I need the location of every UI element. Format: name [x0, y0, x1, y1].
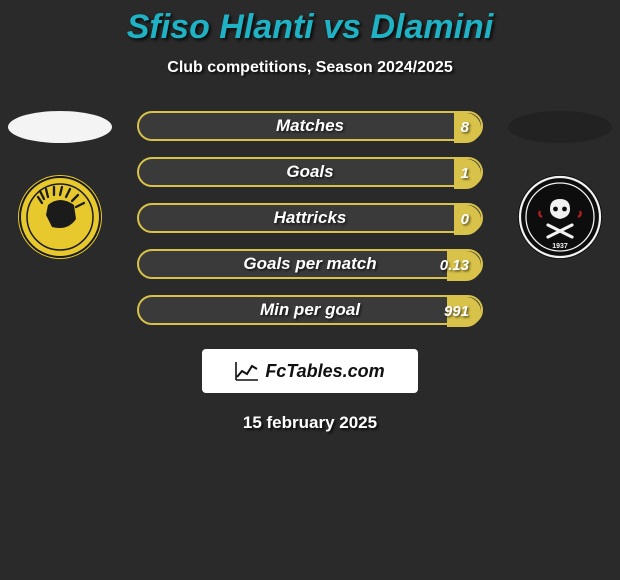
bar-value-right: 991 [444, 297, 469, 327]
brand-text: FcTables.com [265, 361, 384, 382]
left-player-column [0, 107, 120, 259]
kaizer-chiefs-icon [18, 175, 102, 259]
subtitle: Club competitions, Season 2024/2025 [0, 59, 620, 77]
left-club-crest [18, 175, 102, 259]
comparison-infographic: Sfiso Hlanti vs Dlamini Club competition… [0, 0, 620, 580]
brand-badge: FcTables.com [202, 349, 418, 393]
date-line: 15 february 2025 [0, 413, 620, 433]
right-club-crest: 1937 [518, 175, 602, 259]
right-player-column: 1937 [500, 107, 620, 259]
stat-bar: 991 Min per goal [137, 295, 483, 325]
left-player-photo [8, 111, 112, 143]
content-region: 1937 8 Matches 1 Goals 0 Hattricks 0.13 Goals p… [0, 107, 620, 325]
bar-label: Matches [276, 116, 344, 136]
stat-bar: 8 Matches [137, 111, 483, 141]
stats-bars: 8 Matches 1 Goals 0 Hattricks 0.13 Goals per ma… [137, 107, 483, 325]
orlando-pirates-icon: 1937 [518, 175, 602, 259]
bar-value-right: 0.13 [440, 251, 469, 281]
bar-label: Goals [286, 162, 333, 182]
right-player-photo [508, 111, 612, 143]
chart-line-icon [235, 361, 259, 381]
stat-bar: 0.13 Goals per match [137, 249, 483, 279]
bar-label: Goals per match [243, 254, 376, 274]
svg-text:1937: 1937 [552, 243, 568, 250]
stat-bar: 1 Goals [137, 157, 483, 187]
bar-value-right: 1 [461, 159, 469, 189]
bar-label: Hattricks [274, 208, 347, 228]
bar-value-right: 0 [461, 205, 469, 235]
stat-bar: 0 Hattricks [137, 203, 483, 233]
bar-value-right: 8 [461, 113, 469, 143]
bar-label: Min per goal [260, 300, 360, 320]
page-title: Sfiso Hlanti vs Dlamini [0, 0, 620, 47]
